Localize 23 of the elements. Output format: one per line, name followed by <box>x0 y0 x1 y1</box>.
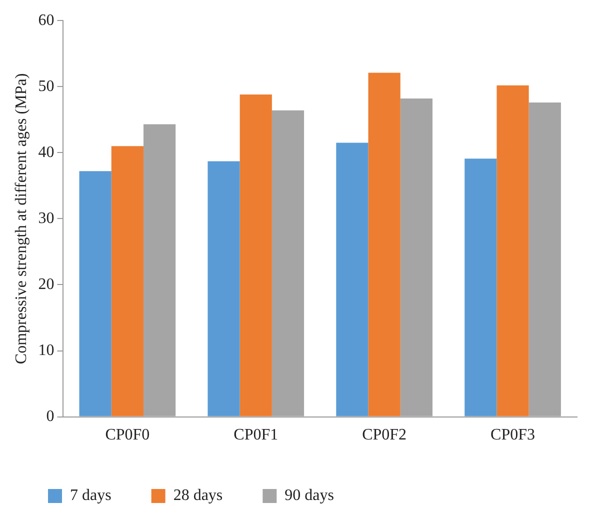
y-tick-label: 10 <box>38 342 54 359</box>
y-tick-label: 40 <box>38 144 54 161</box>
legend-label: 28 days <box>173 487 223 504</box>
y-tick-label: 50 <box>38 78 54 95</box>
y-tick-label: 0 <box>46 408 54 426</box>
bar <box>79 171 112 416</box>
bar <box>336 142 368 416</box>
y-axis-title: Compressive strength at different ages (MPa) <box>12 73 30 364</box>
bar <box>208 161 240 416</box>
bar <box>240 94 272 416</box>
legend-label: 90 days <box>284 487 334 504</box>
bar <box>464 158 497 416</box>
x-tick-label: CP0F2 <box>362 426 407 444</box>
x-tick-label: CP0F0 <box>105 426 150 444</box>
legend-label: 7 days <box>70 487 112 504</box>
y-tick-label: 20 <box>38 276 54 293</box>
y-tick-label: 60 <box>38 12 54 29</box>
bar <box>111 146 144 416</box>
bar <box>496 85 529 416</box>
x-tick-label: CP0F1 <box>234 426 278 444</box>
y-tick-label: 30 <box>38 210 54 227</box>
bar <box>368 72 400 416</box>
x-tick-label: CP0F3 <box>490 426 536 444</box>
